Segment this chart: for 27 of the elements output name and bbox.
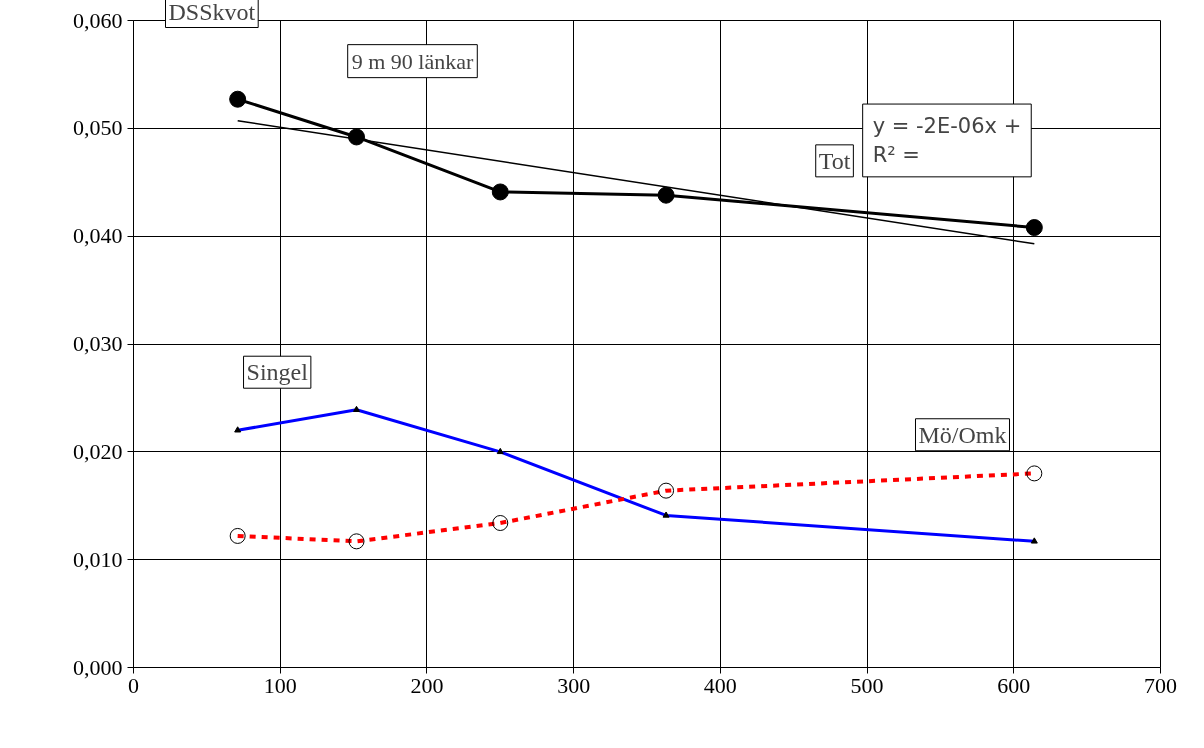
x-tick-label: 0 (128, 672, 139, 698)
x-tick-label: 400 (703, 672, 737, 698)
x-tick-label: 300 (557, 672, 591, 698)
x-tick-label: 500 (850, 672, 884, 698)
x-tick-label: 100 (263, 672, 297, 698)
y-tick-label: 0,030 (73, 331, 123, 356)
annotation: 9 m 90 länkar (351, 48, 474, 74)
y-tick-label: 0,000 (73, 654, 123, 680)
y-tick-label: 0,040 (73, 223, 123, 249)
point (1025, 219, 1043, 237)
point (229, 90, 247, 108)
annotation: DSSkvot (168, 0, 256, 25)
y-tick-label: 0,050 (73, 115, 123, 141)
point (491, 183, 509, 201)
x-tick-label: 700 (1144, 672, 1177, 698)
y-tick-label: 0,060 (73, 7, 123, 33)
series-label: Tot (818, 147, 851, 174)
series-label: Mö/Omk (918, 421, 1007, 448)
series-label: Singel (246, 359, 309, 386)
y-tick-label: 0,010 (73, 546, 123, 572)
point (657, 186, 675, 204)
annotation: R² = (872, 142, 920, 167)
x-tick-label: 600 (997, 672, 1031, 698)
point (348, 128, 366, 146)
annotation: y = -2E-06x + (872, 114, 1022, 139)
x-tick-label: 200 (410, 672, 444, 698)
y-tick-label: 0,020 (73, 438, 123, 464)
